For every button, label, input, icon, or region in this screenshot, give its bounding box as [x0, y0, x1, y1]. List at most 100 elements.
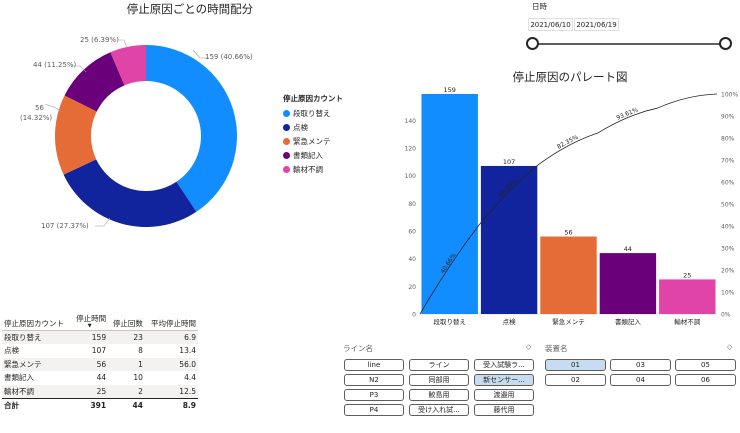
line-slicer-option[interactable]: 受入試験ラ... — [474, 359, 534, 371]
table-row[interactable]: 緊急メンテ 56 1 56.0 — [2, 357, 198, 371]
y2-axis-tick-label: 20% — [721, 268, 735, 275]
legend-item[interactable]: 輸材不調 — [283, 165, 343, 174]
device-slicer-option[interactable]: 03 — [610, 359, 671, 371]
line-slicer-option[interactable]: 藤代用 — [474, 404, 534, 416]
device-slicer-option[interactable]: 05 — [675, 359, 736, 371]
table-row[interactable]: 点検 107 8 13.4 — [2, 344, 198, 358]
table-header[interactable]: 停止時間 ▼ — [71, 312, 108, 331]
pareto-bar[interactable] — [599, 253, 657, 314]
table-total-cell: 44 — [108, 397, 145, 412]
x-axis-category-label: 緊急メンテ — [552, 317, 585, 326]
table-cell: 段取り替え — [2, 330, 72, 344]
line-slicer-option[interactable]: 鮫島用 — [409, 389, 469, 401]
donut-slice[interactable] — [63, 159, 197, 227]
cumulative-pct-label: 82.35% — [556, 134, 580, 151]
table-header[interactable]: 停止回数 — [112, 319, 143, 328]
clear-selection-icon[interactable]: ◇ — [727, 343, 733, 351]
legend-item-label: 輸材不調 — [293, 165, 323, 174]
donut-chart-title: 停止原因ごとの時間配分 — [126, 2, 254, 16]
pareto-bar[interactable] — [480, 165, 538, 314]
pareto-chart[interactable]: 0 20 40 60 80 100 120 140 0% 10% 20% 30% 40% 50% 60% 70… — [395, 82, 740, 332]
line-slicer-option[interactable]: 受け入れ試... — [409, 404, 469, 416]
pareto-chart-title: 停止原因のパレート図 — [512, 70, 628, 84]
table-cell: 159 — [71, 330, 109, 344]
line-slicer-title: ライン名 — [343, 344, 373, 353]
y2-axis-tick-label: 50% — [721, 202, 735, 209]
line-slicer-option[interactable]: 渡邉用 — [474, 389, 534, 401]
legend-dot-icon — [283, 152, 290, 159]
y2-axis-tick-label: 80% — [721, 136, 735, 143]
y-axis-tick-label: 40 — [408, 256, 416, 263]
line-slicer-option[interactable]: N2 — [344, 374, 404, 386]
table-cell: 25 — [71, 384, 109, 398]
bar-value-label: 25 — [683, 271, 691, 279]
bar-value-label: 107 — [503, 158, 515, 166]
device-slicer-option[interactable]: 06 — [675, 374, 736, 386]
stop-reason-table: 停止原因カウント 停止時間 ▼ 停止回数 平均停止時間 段取り替え 159 23 6.9… — [2, 312, 198, 412]
line-slicer-option[interactable]: 新センサー... — [474, 374, 534, 386]
donut-label-2b: (14.32%) — [20, 114, 53, 122]
table-row[interactable]: 輸材不調 25 2 12.5 — [2, 384, 198, 398]
table-cell: 23 — [108, 330, 145, 344]
line-slicer-option[interactable]: 同部用 — [409, 374, 469, 386]
date-slider-end-handle[interactable] — [719, 37, 732, 50]
bar-value-label: 44 — [624, 245, 632, 253]
table-row[interactable]: 書類記入 44 10 4.4 — [2, 371, 198, 385]
table-cell: 輸材不調 — [2, 384, 72, 398]
donut-label-4: 25 (6.39%) — [80, 36, 119, 44]
y2-axis-tick-label: 60% — [721, 180, 735, 187]
line-slicer-option[interactable]: P4 — [344, 404, 404, 416]
legend-item[interactable]: 書類記入 — [283, 151, 343, 160]
donut-slice[interactable] — [110, 45, 146, 86]
legend-item[interactable]: 緊急メンテ — [283, 137, 343, 146]
legend-dot-icon — [283, 110, 290, 117]
bar-value-label: 56 — [564, 229, 572, 237]
pareto-bar[interactable] — [659, 279, 716, 314]
date-slider-track[interactable] — [532, 43, 728, 45]
date-slicer: 日時 2021/06/10 2021/06/19 — [526, 0, 740, 56]
device-slicer-option[interactable]: 02 — [545, 374, 606, 386]
table-cell: 10 — [133, 373, 143, 383]
device-slicer: 装置名 ◇ 01 03 05 02 04 06 — [545, 343, 739, 393]
donut-slice[interactable] — [64, 52, 125, 112]
device-slicer-option[interactable]: 04 — [610, 374, 671, 386]
clear-selection-icon[interactable]: ◇ — [526, 343, 532, 351]
line-slicer-option[interactable]: P3 — [344, 389, 404, 401]
x-axis-category-label: 書類記入 — [615, 317, 642, 326]
table-cell: 56 — [71, 357, 109, 371]
cumulative-line[interactable] — [419, 93, 718, 315]
line-slicer: ライン名 ◇ line ライン 受入試験ラ... N2 同部用 新センサー... P3 鮫島用… — [343, 343, 537, 423]
sort-desc-icon: ▼ — [87, 323, 92, 329]
donut-chart[interactable] — [0, 0, 280, 300]
date-slider-start-handle[interactable] — [526, 37, 539, 50]
y2-axis-tick-label: 0% — [721, 312, 731, 319]
donut-slice[interactable] — [146, 45, 237, 212]
legend-dot-icon — [283, 124, 290, 131]
date-end-input[interactable]: 2021/06/19 — [574, 18, 619, 31]
donut-label-2a: 56 — [35, 104, 44, 112]
pareto-bar[interactable] — [540, 236, 597, 314]
table-cell: 44 — [96, 373, 107, 383]
table-total-row: 合計 391 44 8.9 — [2, 397, 198, 412]
table-total-cell: 8.9 — [144, 397, 198, 412]
table-cell: 8 — [138, 346, 143, 356]
cumulative-pct-label: 93.61% — [615, 106, 639, 121]
table-cell: 緊急メンテ — [2, 357, 72, 371]
table-header[interactable]: 停止原因カウント — [4, 319, 64, 328]
legend-item[interactable]: 点検 — [283, 123, 343, 132]
legend-item-label: 段取り替え — [293, 109, 331, 118]
bar-value-label: 159 — [443, 86, 455, 94]
table-total-cell: 391 — [71, 397, 109, 412]
table-row[interactable]: 段取り替え 159 23 6.9 — [2, 330, 198, 344]
table-header[interactable]: 平均停止時間 — [151, 319, 196, 328]
donut-legend: 停止原因カウント 段取り替え 点検 緊急メンテ 書類記入 輸材不調 — [283, 93, 343, 179]
y-axis-tick-label: 20 — [408, 284, 416, 291]
line-slicer-option[interactable]: ライン — [409, 359, 469, 371]
legend-item[interactable]: 段取り替え — [283, 109, 343, 118]
donut-slice[interactable] — [55, 95, 97, 175]
device-slicer-option[interactable]: 01 — [545, 359, 606, 371]
y-axis-tick-label: 100 — [405, 173, 417, 180]
date-start-input[interactable]: 2021/06/10 — [528, 18, 573, 31]
pareto-bar[interactable] — [421, 94, 478, 314]
line-slicer-option[interactable]: line — [344, 359, 404, 371]
